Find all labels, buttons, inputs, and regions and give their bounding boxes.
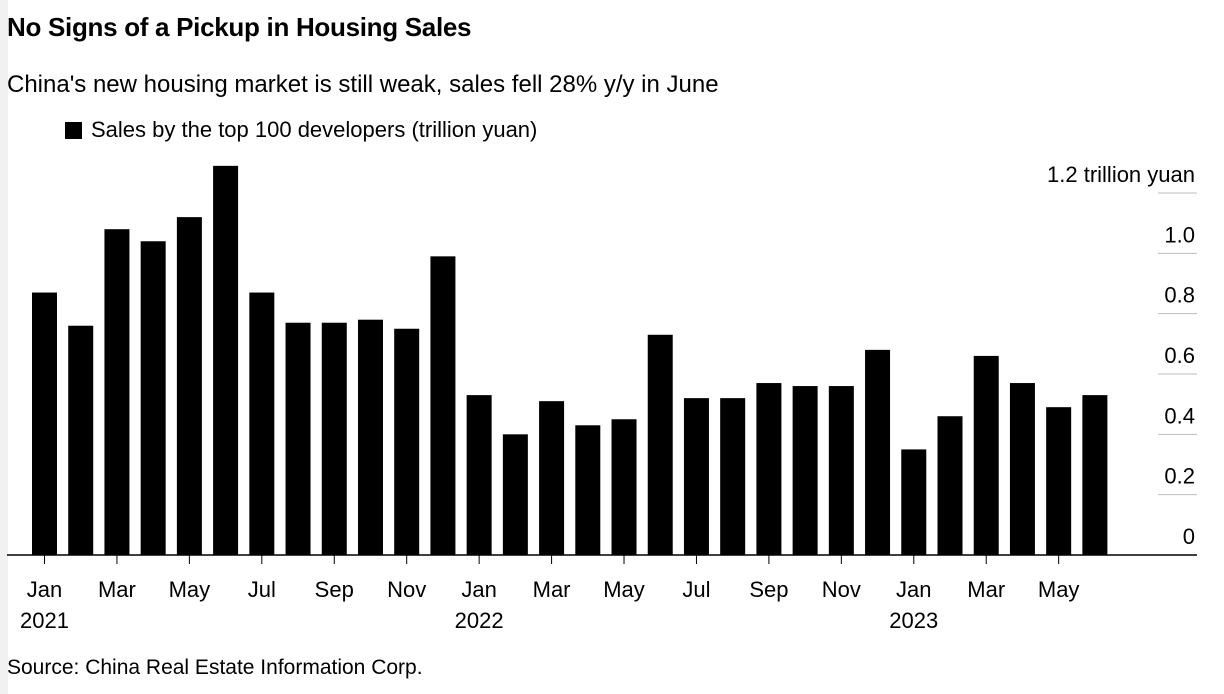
bar	[249, 292, 275, 555]
bar	[973, 355, 999, 555]
x-tick-label: May	[169, 577, 211, 602]
bar	[828, 386, 854, 555]
bar	[720, 398, 746, 555]
chart-title: No Signs of a Pickup in Housing Sales	[7, 12, 472, 42]
bar	[213, 165, 239, 555]
bar	[466, 395, 492, 555]
bar	[321, 322, 347, 555]
y-tick-label: 0.4	[1164, 403, 1195, 428]
bar	[575, 425, 601, 555]
x-tick-year-label: 2023	[889, 608, 938, 633]
y-tick-label: 1.0	[1164, 222, 1195, 247]
bar	[32, 292, 57, 555]
bar	[104, 229, 130, 555]
bar	[140, 241, 166, 555]
y-tick-label: 0.2	[1164, 464, 1195, 489]
bar	[502, 434, 528, 555]
bar	[901, 449, 927, 555]
chart-subtitle: China's new housing market is still weak…	[7, 71, 719, 98]
y-tick-label: 1.2 trillion yuan	[1047, 162, 1195, 187]
bar	[176, 217, 202, 555]
x-tick-label: Jul	[248, 577, 276, 602]
x-tick-label: Jan	[896, 577, 931, 602]
x-tick-label: Mar	[533, 577, 571, 602]
x-tick-label: May	[1038, 577, 1080, 602]
legend-swatch	[65, 121, 82, 139]
bar	[357, 319, 383, 555]
bar	[611, 419, 637, 555]
bar	[865, 349, 891, 555]
x-tick-year-label: 2022	[455, 608, 504, 633]
bar	[683, 398, 709, 555]
x-tick-label: Nov	[387, 577, 426, 602]
x-tick-label: May	[603, 577, 645, 602]
source-note: Source: China Real Estate Information Co…	[7, 656, 423, 679]
x-tick-label: Jul	[682, 577, 710, 602]
bar	[756, 383, 782, 555]
x-tick-label: Mar	[98, 577, 136, 602]
bar	[792, 386, 818, 555]
x-tick-label: Sep	[315, 577, 354, 602]
left-margin-strip	[0, 0, 8, 694]
bar	[1082, 395, 1108, 555]
y-tick-label: 0.6	[1164, 343, 1195, 368]
x-tick-label: Jan	[27, 577, 62, 602]
bar	[1009, 383, 1035, 555]
y-tick-label: 0	[1183, 524, 1195, 549]
bar	[937, 416, 963, 555]
bar	[285, 322, 311, 555]
bar	[539, 401, 565, 555]
y-tick-label: 0.8	[1164, 283, 1195, 308]
bar	[394, 328, 420, 555]
bar	[1046, 407, 1072, 555]
bar	[430, 256, 456, 555]
x-tick-label: Nov	[822, 577, 861, 602]
bar	[647, 334, 673, 555]
legend: Sales by the top 100 developers (trillio…	[65, 117, 537, 143]
x-tick-label: Jan	[461, 577, 496, 602]
bar	[68, 325, 94, 555]
x-tick-label: Mar	[967, 577, 1005, 602]
legend-label: Sales by the top 100 developers (trillio…	[91, 117, 538, 142]
x-tick-year-label: 2021	[20, 608, 69, 633]
x-tick-label: Sep	[749, 577, 788, 602]
